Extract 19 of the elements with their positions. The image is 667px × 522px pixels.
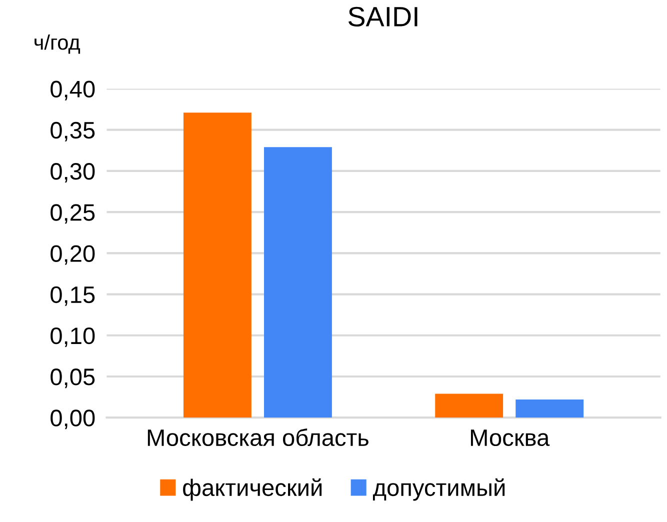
y-tick-label: 0,30 [50, 163, 95, 183]
y-tick-label: 0,20 [50, 245, 95, 265]
y-tick-label: 0,00 [50, 410, 95, 430]
y-tick-label: 0,05 [50, 368, 95, 388]
y-tick-label: 0,15 [50, 286, 95, 306]
bar [516, 400, 584, 418]
bar [435, 394, 504, 418]
bar [183, 112, 252, 418]
y-tick-label: 0,25 [50, 204, 95, 224]
legend-label: допустимый [372, 478, 505, 501]
x-tick-label: Москва [470, 430, 550, 446]
legend-label: фактический [183, 478, 322, 501]
y-tick-label: 0,35 [50, 122, 95, 142]
y-axis-title: ч/год [34, 34, 80, 54]
y-tick-label: 0,10 [50, 327, 95, 347]
x-tick-label: Московская область [148, 428, 368, 446]
chart-title: SAIDI [348, 6, 418, 27]
bar [264, 147, 332, 418]
y-tick-label: 0,40 [50, 80, 95, 100]
